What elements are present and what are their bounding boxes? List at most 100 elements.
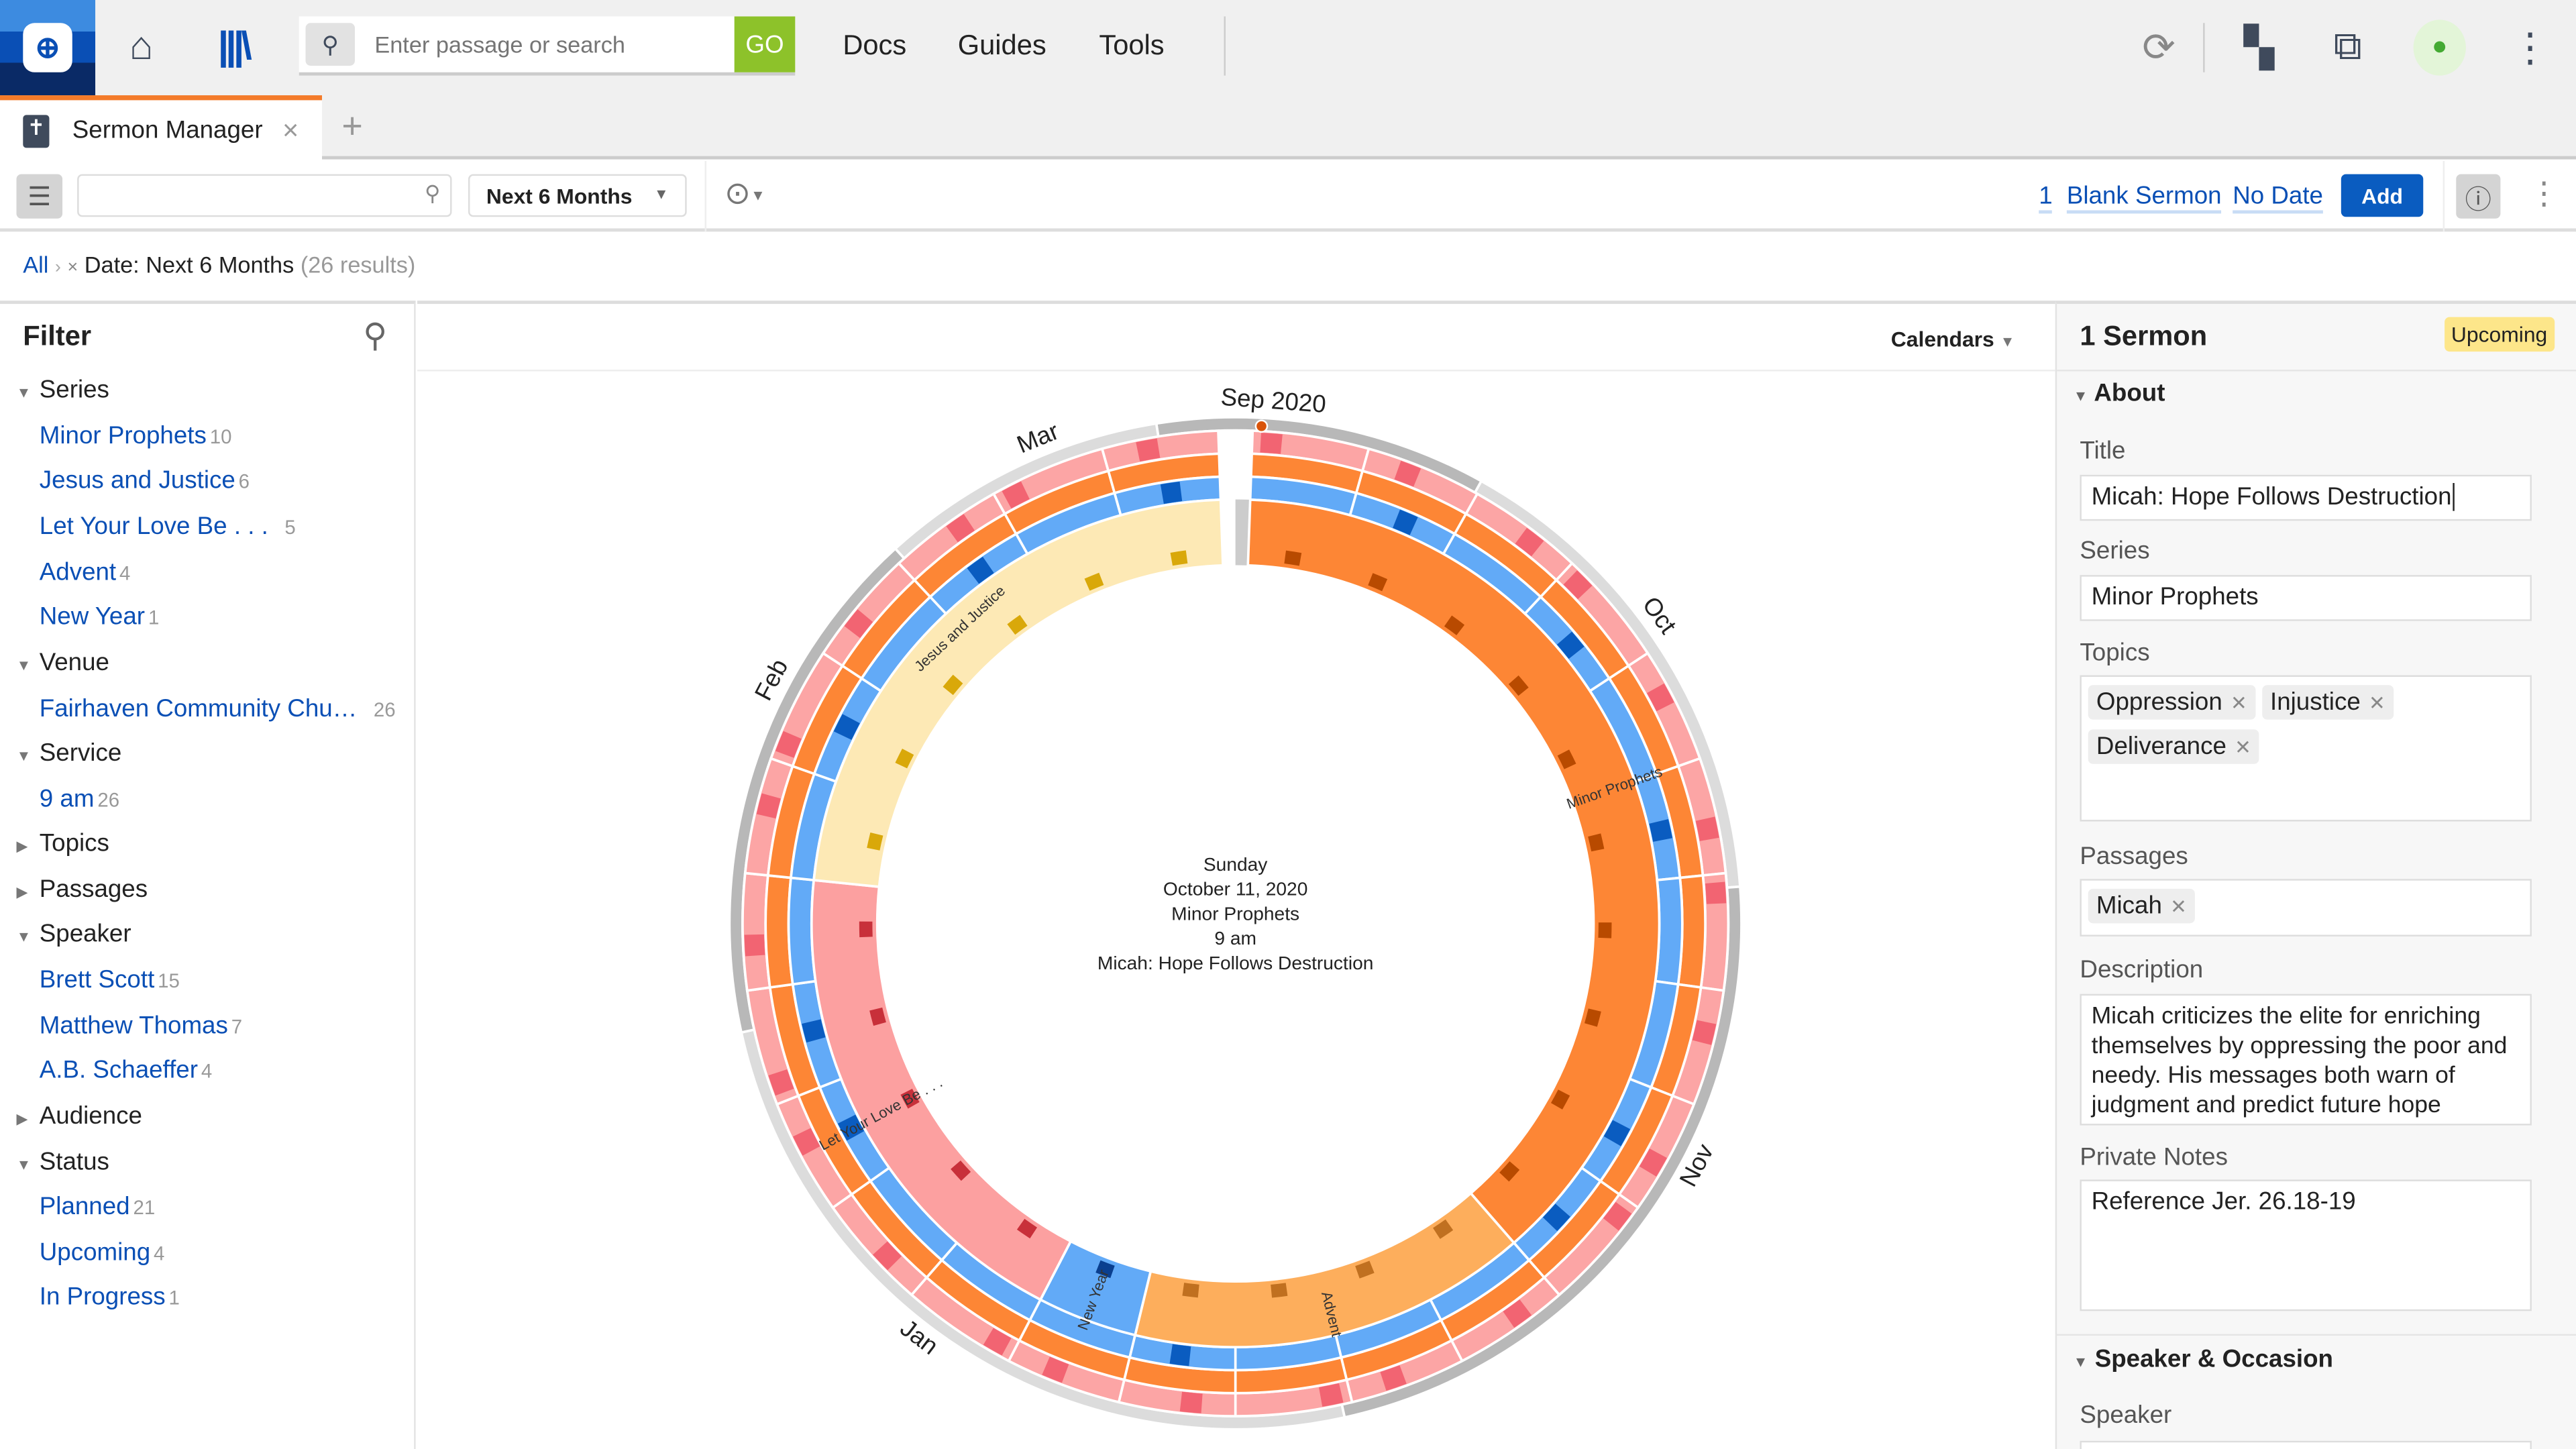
pink-week-marker[interactable]: [1603, 1201, 1632, 1231]
blue-week-marker[interactable]: [833, 714, 860, 740]
sermon-search-input[interactable]: ⚲: [77, 174, 452, 217]
pink-week-marker[interactable]: [1639, 1148, 1667, 1177]
filter-search-icon[interactable]: ⚲: [363, 319, 388, 355]
nav-tools[interactable]: Tools: [1099, 30, 1165, 61]
series-field[interactable]: Minor Prophets: [2080, 575, 2532, 621]
filter-item[interactable]: Fairhaven Community Chu… 26: [40, 694, 396, 722]
pink-week-marker[interactable]: [1260, 433, 1283, 454]
pink-week-marker[interactable]: [1002, 481, 1030, 508]
count-link[interactable]: 1: [2039, 182, 2053, 214]
go-button[interactable]: GO: [734, 16, 796, 72]
speaker-field[interactable]: [2080, 1440, 2532, 1449]
filter-item[interactable]: Brett Scott 15: [40, 966, 180, 994]
filter-group-series[interactable]: ▼ Series: [16, 376, 109, 405]
sermon-marker[interactable]: [1182, 1283, 1199, 1298]
info-icon[interactable]: ⓘ: [2456, 174, 2501, 219]
pink-week-marker[interactable]: [1042, 1356, 1069, 1383]
sermon-marker[interactable]: [869, 1007, 886, 1026]
filter-group-topics[interactable]: ▶ Topics: [16, 830, 109, 859]
nav-docs[interactable]: Docs: [843, 30, 907, 61]
remove-tag-icon[interactable]: ✕: [2231, 692, 2247, 715]
sermon-marker[interactable]: [1584, 1008, 1601, 1027]
pink-week-marker[interactable]: [1695, 816, 1719, 841]
pink-week-marker[interactable]: [775, 731, 802, 758]
sermon-marker[interactable]: [1355, 1260, 1375, 1279]
series-segment[interactable]: [1246, 498, 1661, 1245]
pink-week-marker[interactable]: [768, 1069, 794, 1096]
blue-week-marker[interactable]: [1393, 509, 1418, 535]
pink-week-marker[interactable]: [793, 1128, 820, 1156]
pink-week-marker[interactable]: [1705, 881, 1727, 904]
filter-item[interactable]: Advent 4: [40, 558, 131, 586]
new-tab-button[interactable]: +: [341, 105, 363, 146]
sermon-marker[interactable]: [859, 921, 873, 938]
sermon-marker[interactable]: [1271, 1283, 1288, 1298]
sermon-marker[interactable]: [1095, 1260, 1115, 1279]
pink-week-marker[interactable]: [1563, 570, 1593, 600]
pink-week-marker[interactable]: [983, 1328, 1012, 1356]
filter-item[interactable]: Jesus and Justice 6: [40, 467, 250, 495]
sermon-marker[interactable]: [1508, 675, 1529, 696]
home-icon[interactable]: ⌂: [129, 24, 154, 69]
remove-tag-icon[interactable]: ✕: [2235, 736, 2251, 759]
target-view-icon[interactable]: ⊙▼: [724, 177, 765, 212]
filter-item[interactable]: Minor Prophets 10: [40, 421, 232, 449]
pink-week-marker[interactable]: [1692, 1020, 1717, 1045]
blue-week-marker[interactable]: [837, 1114, 865, 1141]
sermon-marker[interactable]: [1588, 833, 1605, 852]
blue-week-marker[interactable]: [1556, 631, 1585, 659]
sermon-marker[interactable]: [1598, 922, 1612, 938]
breadcrumb-all[interactable]: All: [23, 251, 49, 278]
series-segment[interactable]: [812, 498, 1224, 888]
pink-week-marker[interactable]: [1380, 1365, 1407, 1391]
pink-week-marker[interactable]: [1319, 1383, 1344, 1407]
app-logo[interactable]: ⊕: [0, 0, 96, 96]
pink-week-marker[interactable]: [756, 793, 781, 819]
sermon-marker[interactable]: [867, 832, 883, 851]
sermon-marker[interactable]: [1433, 1219, 1454, 1239]
sermon-marker[interactable]: [900, 1088, 920, 1109]
user-avatar-icon[interactable]: ●: [2413, 19, 2466, 76]
private-notes-field[interactable]: Reference Jer. 26.18-19: [2080, 1179, 2532, 1311]
blue-week-marker[interactable]: [1603, 1120, 1631, 1146]
topics-field[interactable]: Oppression ✕ Injustice ✕Deliverance ✕: [2080, 675, 2532, 822]
more-menu-icon[interactable]: ⋮: [2510, 25, 2550, 70]
sermon-marker[interactable]: [1550, 1089, 1570, 1110]
filter-item[interactable]: In Progress 1: [40, 1284, 180, 1312]
pink-week-marker[interactable]: [946, 514, 975, 543]
more-options-icon[interactable]: ⋮: [2528, 177, 2560, 212]
close-windows-icon[interactable]: ⧉: [2333, 24, 2362, 69]
sermon-marker[interactable]: [943, 674, 963, 696]
filter-group-venue[interactable]: ▼ Venue: [16, 649, 109, 677]
filter-item[interactable]: Upcoming 4: [40, 1238, 165, 1267]
blue-week-marker[interactable]: [967, 556, 994, 584]
blue-week-marker[interactable]: [802, 1019, 826, 1043]
sync-icon[interactable]: ⟳: [2142, 25, 2176, 70]
remove-filter-icon[interactable]: ×: [67, 258, 78, 278]
speaker-section-toggle[interactable]: ▼ Speaker & Occasion: [2074, 1346, 2333, 1374]
pink-week-marker[interactable]: [873, 1241, 902, 1271]
pink-week-marker[interactable]: [1647, 683, 1674, 712]
sermon-marker[interactable]: [951, 1160, 971, 1181]
nav-guides[interactable]: Guides: [957, 30, 1046, 61]
calendars-dropdown[interactable]: Calendars ▼: [1891, 327, 2015, 352]
sermon-marker[interactable]: [1007, 614, 1028, 635]
filter-item[interactable]: A.B. Schaeffer 4: [40, 1057, 212, 1085]
description-field[interactable]: Micah criticizes the elite for enriching…: [2080, 994, 2532, 1126]
blank-sermon-link[interactable]: Blank Sermon: [2066, 182, 2222, 214]
library-icon[interactable]: |||\: [217, 24, 252, 69]
no-date-link[interactable]: No Date: [2233, 182, 2323, 214]
sermon-marker[interactable]: [1084, 572, 1104, 591]
menu-icon[interactable]: ☰: [16, 174, 63, 219]
tab-sermon-manager[interactable]: ✝ Sermon Manager ×: [0, 95, 323, 162]
layout-icon[interactable]: ▚: [2243, 25, 2274, 70]
pink-week-marker[interactable]: [744, 934, 765, 957]
filter-group-audience[interactable]: ▶ Audience: [16, 1102, 142, 1130]
sermon-marker[interactable]: [1170, 550, 1188, 566]
about-section-toggle[interactable]: ▼ About: [2074, 380, 2165, 408]
remove-tag-icon[interactable]: ✕: [2170, 895, 2187, 918]
pink-week-marker[interactable]: [844, 609, 873, 639]
blue-week-marker[interactable]: [1542, 1203, 1570, 1232]
today-indicator[interactable]: [1235, 499, 1250, 566]
